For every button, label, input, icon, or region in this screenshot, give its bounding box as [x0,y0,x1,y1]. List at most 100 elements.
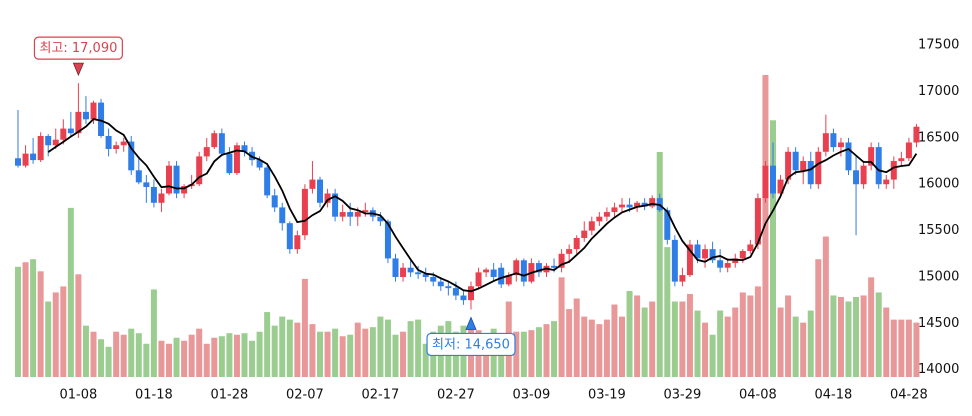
y-tick-label: 17000 [918,84,959,99]
volume-bar [611,304,618,377]
candle-body [415,272,422,275]
volume-bar [777,307,784,377]
volume-bar [626,290,633,377]
volume-bar [686,293,693,377]
candle-body [362,210,369,213]
volume-bar [52,292,59,377]
candle-body [294,235,301,250]
candle-body [566,249,573,254]
volume-bar [30,259,37,377]
candle-body [679,275,686,282]
candle-body [807,161,814,185]
volume-bar [60,286,67,377]
volume-bar [581,316,588,377]
candle-body [762,165,769,199]
volume-bar [898,319,905,377]
volume-bar [339,336,346,377]
volume-bar [807,310,814,377]
candle-body [822,133,829,152]
volume-bar [309,324,316,377]
candle-body [196,156,203,185]
annotation-label: 최고: 17,090 [39,41,117,56]
volume-bar [649,301,656,377]
candle-body [271,195,278,208]
candle-body [498,267,505,285]
candle-body [90,102,97,120]
volume-bar [407,321,414,377]
x-tick-label: 02-27 [437,388,475,403]
candle-body [15,158,21,166]
candle-body [671,239,678,282]
volume-bar [264,312,271,377]
candle-body [143,182,150,188]
volume-bar [233,334,240,377]
volume-bar [694,310,701,377]
candle-body [898,158,905,162]
volume-bar [792,316,799,377]
candle-body [226,153,233,174]
volume-bar [218,336,225,377]
volume-bar [875,292,882,377]
candle-body [664,210,671,240]
volume-bar [22,262,29,377]
volume-bar [770,120,776,378]
x-tick-label: 02-17 [362,388,400,403]
volume-bar [702,322,709,377]
candle-body [535,263,542,273]
annotation: 최저: 14,650 [426,316,516,357]
candle-body [830,133,837,148]
candle-body [60,128,67,140]
volume-bar [150,289,157,377]
volume-bar [211,337,218,377]
x-tick-label: 03-29 [664,388,702,403]
volume-bar [82,325,89,377]
candle-body [626,204,633,208]
candle-body [619,204,625,208]
candle-body [475,272,482,287]
candle-body [770,165,776,194]
volume-bar [860,295,867,377]
candle-body [686,244,693,276]
y-tick-label: 14000 [918,362,959,377]
candle-body [430,276,437,282]
candle-body [709,249,716,261]
candle-body [452,288,459,296]
volume-bar [392,334,399,377]
volume-bar [717,310,724,377]
volume-bar [890,319,897,377]
candle-body [641,202,648,207]
volume-bar [188,334,195,377]
volume-bar [822,236,829,377]
volume-bar [158,340,165,377]
candle-body [581,230,588,239]
volume-bar [566,309,573,377]
candle-body [203,147,210,157]
candle-body [558,253,565,268]
volume-bar [271,325,278,377]
x-tick-label: 02-07 [286,388,324,403]
candle-body [445,286,452,289]
candle-body [800,161,807,171]
candle-body [883,179,890,185]
candle-body [354,212,361,217]
candle-body [754,198,761,245]
candle-body [815,151,822,185]
volume-bar [641,307,648,377]
candle-body [324,193,331,203]
annotation-box [33,36,123,60]
volume-bar [75,274,82,377]
candle-body [890,161,897,180]
x-tick-label: 04-18 [815,388,853,403]
candle-body [82,111,89,120]
candle-body [30,153,37,161]
volume-bar [332,328,339,377]
y-tick-label: 15500 [918,223,959,238]
volume-bar [558,277,565,377]
volume-bar [241,333,248,377]
volume-bar [143,343,150,377]
y-tick-label: 16500 [918,130,959,145]
volume-bar [868,277,875,377]
candle-body [596,216,603,222]
volume-bar [422,343,429,377]
candle-body [286,223,293,250]
